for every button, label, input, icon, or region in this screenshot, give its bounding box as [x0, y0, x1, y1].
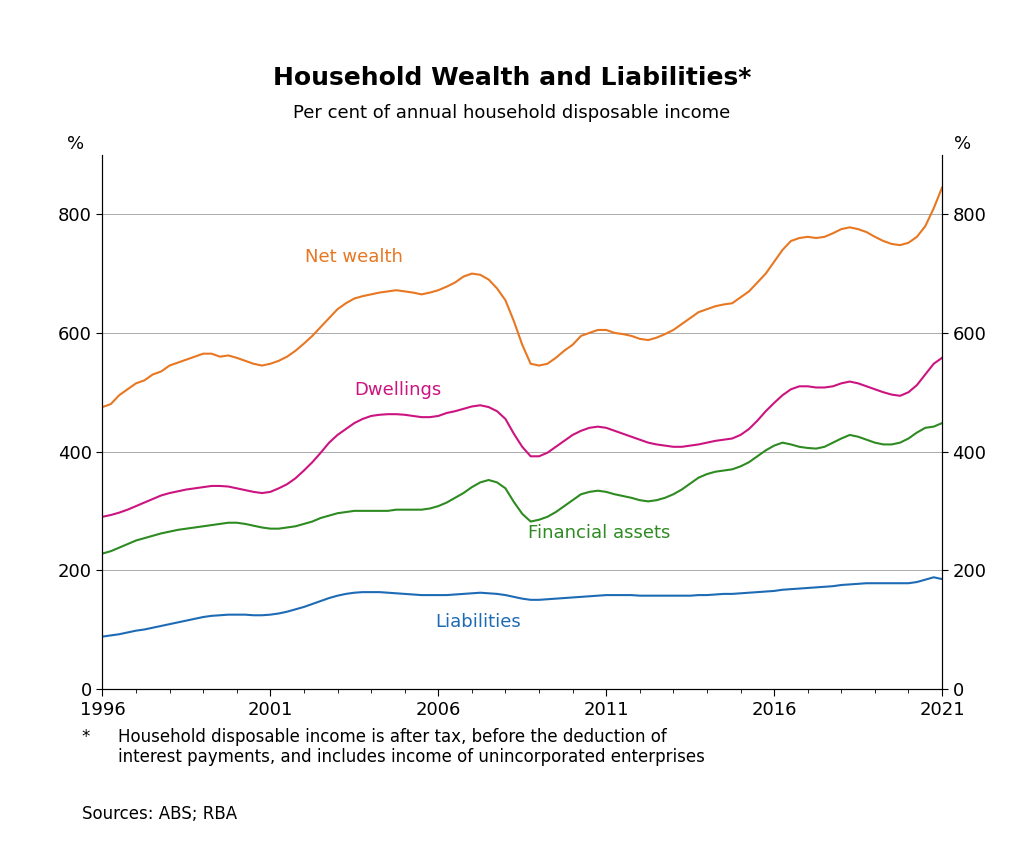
Text: Liabilities: Liabilities	[435, 613, 521, 631]
Text: %: %	[954, 135, 972, 153]
Text: Dwellings: Dwellings	[354, 381, 441, 400]
Text: %: %	[67, 135, 84, 153]
Text: Financial assets: Financial assets	[528, 523, 671, 542]
Text: *: *	[82, 728, 90, 746]
Text: Sources: ABS; RBA: Sources: ABS; RBA	[82, 805, 237, 823]
Text: Household disposable income is after tax, before the deduction of
interest payme: Household disposable income is after tax…	[118, 728, 705, 766]
Text: Household Wealth and Liabilities*: Household Wealth and Liabilities*	[272, 66, 752, 90]
Text: Per cent of annual household disposable income: Per cent of annual household disposable …	[293, 104, 731, 122]
Text: Net wealth: Net wealth	[305, 248, 403, 266]
